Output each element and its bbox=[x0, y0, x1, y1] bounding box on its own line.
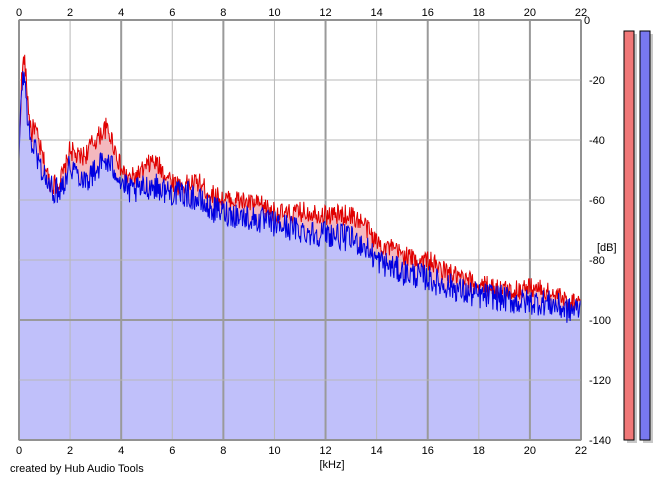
x-tick-label-bottom: 22 bbox=[575, 445, 587, 457]
x-tick-label-top: 4 bbox=[118, 7, 124, 19]
x-tick-label-bottom: 10 bbox=[268, 445, 280, 457]
x-tick-label-top: 18 bbox=[473, 7, 485, 19]
x-tick-label-bottom: 18 bbox=[473, 445, 485, 457]
x-axis-label: [kHz] bbox=[319, 459, 344, 471]
y-tick-label: -80 bbox=[589, 255, 605, 267]
x-tick-label-top: 6 bbox=[169, 7, 175, 19]
level-meter-1 bbox=[623, 30, 635, 441]
x-tick-label-top: 8 bbox=[220, 7, 226, 19]
plot-frame bbox=[18, 19, 582, 441]
y-tick-label: -120 bbox=[589, 375, 611, 387]
level-meter-2 bbox=[639, 30, 651, 441]
series-2-line bbox=[18, 70, 582, 323]
credit-text: created by Hub Audio Tools bbox=[10, 463, 144, 475]
y-tick-label: -20 bbox=[589, 75, 605, 87]
x-tick-label-bottom: 4 bbox=[118, 445, 124, 457]
x-tick-label-bottom: 16 bbox=[422, 445, 434, 457]
x-tick-label-top: 12 bbox=[319, 7, 331, 19]
y-tick-label: -40 bbox=[589, 135, 605, 147]
series-2-fill bbox=[19, 71, 581, 440]
series-1-line bbox=[18, 54, 582, 311]
x-tick-label-top: 0 bbox=[16, 7, 22, 19]
x-tick-label-top: 14 bbox=[371, 7, 383, 19]
y-tick-label: -100 bbox=[589, 315, 611, 327]
x-tick-label-top: 2 bbox=[67, 7, 73, 19]
x-tick-label-bottom: 6 bbox=[169, 445, 175, 457]
x-tick-label-bottom: 0 bbox=[16, 445, 22, 457]
x-tick-label-bottom: 20 bbox=[524, 445, 536, 457]
x-tick-label-bottom: 12 bbox=[319, 445, 331, 457]
y-tick-label: -140 bbox=[589, 435, 611, 447]
x-tick-label-top: 22 bbox=[575, 7, 587, 19]
y-axis-label: [dB] bbox=[597, 242, 617, 254]
x-tick-label-bottom: 8 bbox=[220, 445, 226, 457]
x-tick-label-bottom: 14 bbox=[371, 445, 383, 457]
x-tick-label-top: 20 bbox=[524, 7, 536, 19]
y-tick-label: 0 bbox=[584, 15, 590, 27]
x-tick-label-top: 10 bbox=[268, 7, 280, 19]
x-tick-label-bottom: 2 bbox=[67, 445, 73, 457]
y-tick-label: -60 bbox=[589, 195, 605, 207]
x-tick-label-top: 16 bbox=[422, 7, 434, 19]
